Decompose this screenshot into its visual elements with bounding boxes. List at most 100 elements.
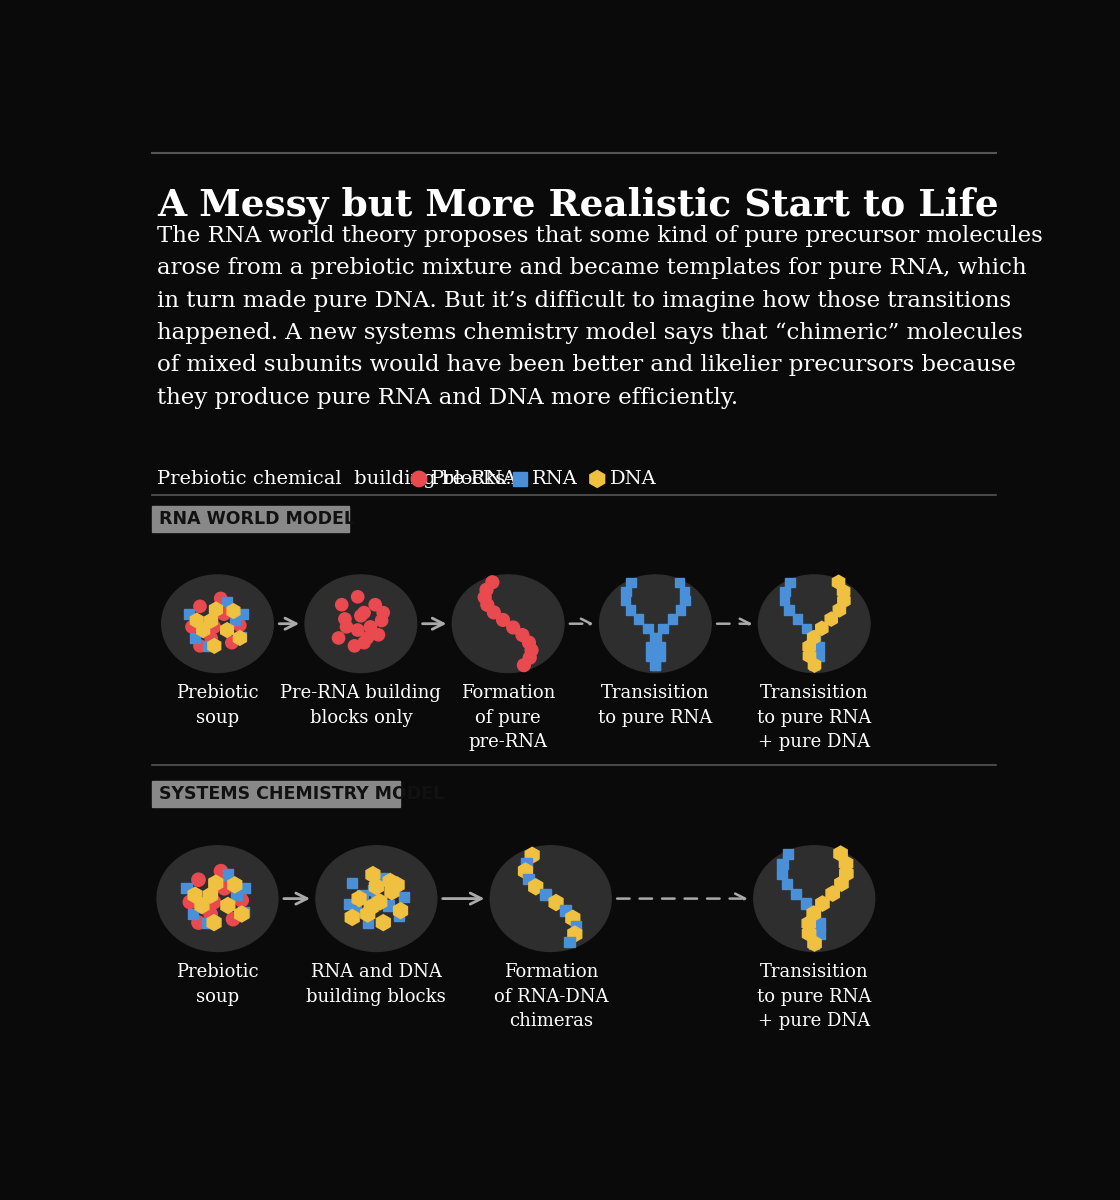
Polygon shape <box>525 847 539 863</box>
Text: Prebiotic
soup: Prebiotic soup <box>176 964 259 1006</box>
FancyBboxPatch shape <box>675 605 685 614</box>
FancyBboxPatch shape <box>383 900 393 911</box>
FancyBboxPatch shape <box>223 596 232 606</box>
Text: SYSTEMS CHEMISTRY MODEL: SYSTEMS CHEMISTRY MODEL <box>159 785 444 803</box>
FancyBboxPatch shape <box>782 878 792 889</box>
FancyBboxPatch shape <box>655 652 665 661</box>
Circle shape <box>352 624 364 636</box>
FancyBboxPatch shape <box>650 632 660 642</box>
Text: they produce pure RNA and DNA more efficiently.: they produce pure RNA and DNA more effic… <box>157 386 738 408</box>
Ellipse shape <box>305 575 417 672</box>
Text: Prebiotic
soup: Prebiotic soup <box>176 684 259 727</box>
FancyBboxPatch shape <box>347 878 357 888</box>
Polygon shape <box>188 887 202 904</box>
Circle shape <box>215 593 227 605</box>
Circle shape <box>348 640 361 652</box>
Circle shape <box>192 916 205 929</box>
Ellipse shape <box>599 575 711 672</box>
FancyBboxPatch shape <box>814 918 825 929</box>
Circle shape <box>198 625 211 637</box>
Text: Prebiotic chemical  building blocks:: Prebiotic chemical building blocks: <box>157 470 512 488</box>
Polygon shape <box>808 630 820 644</box>
Text: Transisition
to pure RNA
+ pure DNA: Transisition to pure RNA + pure DNA <box>757 964 871 1030</box>
Circle shape <box>480 583 493 596</box>
FancyBboxPatch shape <box>668 614 678 624</box>
FancyBboxPatch shape <box>371 895 382 906</box>
Ellipse shape <box>157 846 278 952</box>
FancyBboxPatch shape <box>190 634 200 643</box>
Text: happened. A new systems chemistry model says that “chimeric” molecules: happened. A new systems chemistry model … <box>157 322 1023 344</box>
Polygon shape <box>190 613 203 628</box>
Circle shape <box>234 619 246 631</box>
Polygon shape <box>840 866 853 881</box>
FancyBboxPatch shape <box>793 614 802 624</box>
FancyBboxPatch shape <box>181 883 192 894</box>
FancyBboxPatch shape <box>651 660 661 670</box>
Text: Formation
of pure
pre-RNA: Formation of pure pre-RNA <box>461 684 556 751</box>
Circle shape <box>226 637 237 649</box>
Polygon shape <box>590 470 605 487</box>
Polygon shape <box>815 896 829 911</box>
FancyBboxPatch shape <box>810 660 819 670</box>
FancyBboxPatch shape <box>151 781 400 806</box>
Circle shape <box>486 576 498 589</box>
Circle shape <box>370 599 382 611</box>
Polygon shape <box>803 649 815 662</box>
FancyBboxPatch shape <box>645 642 655 652</box>
FancyBboxPatch shape <box>783 848 793 859</box>
Polygon shape <box>352 890 366 906</box>
Polygon shape <box>208 638 221 653</box>
FancyBboxPatch shape <box>801 899 811 908</box>
FancyBboxPatch shape <box>223 870 233 880</box>
Polygon shape <box>568 926 581 942</box>
FancyBboxPatch shape <box>814 652 824 661</box>
FancyBboxPatch shape <box>784 605 794 614</box>
Circle shape <box>333 632 345 644</box>
Circle shape <box>194 600 206 612</box>
FancyBboxPatch shape <box>540 889 551 900</box>
Polygon shape <box>519 863 532 878</box>
Text: RNA: RNA <box>532 470 578 488</box>
Polygon shape <box>529 878 543 895</box>
Circle shape <box>197 900 211 913</box>
FancyBboxPatch shape <box>232 890 242 900</box>
FancyBboxPatch shape <box>521 858 532 869</box>
Circle shape <box>217 882 231 895</box>
Polygon shape <box>208 875 223 892</box>
Text: Pre-RNA: Pre-RNA <box>431 470 517 488</box>
Circle shape <box>525 643 538 656</box>
Polygon shape <box>802 916 815 931</box>
Circle shape <box>217 608 230 620</box>
Text: RNA WORLD MODEL: RNA WORLD MODEL <box>159 510 355 528</box>
Polygon shape <box>803 640 815 654</box>
FancyBboxPatch shape <box>209 605 220 614</box>
Polygon shape <box>802 926 815 941</box>
Polygon shape <box>383 874 398 889</box>
FancyBboxPatch shape <box>810 632 820 642</box>
Circle shape <box>358 606 371 619</box>
FancyBboxPatch shape <box>367 884 379 895</box>
Polygon shape <box>825 612 838 626</box>
FancyBboxPatch shape <box>151 506 349 532</box>
Text: Pre-RNA building
blocks only: Pre-RNA building blocks only <box>280 684 441 727</box>
FancyBboxPatch shape <box>810 908 820 919</box>
Polygon shape <box>345 910 360 925</box>
Circle shape <box>487 606 501 619</box>
Circle shape <box>523 636 535 649</box>
FancyBboxPatch shape <box>184 610 194 619</box>
Polygon shape <box>393 902 408 918</box>
Polygon shape <box>373 894 386 910</box>
FancyBboxPatch shape <box>188 908 198 919</box>
Polygon shape <box>808 936 821 952</box>
FancyBboxPatch shape <box>634 614 643 624</box>
Circle shape <box>340 620 353 632</box>
Ellipse shape <box>491 846 612 952</box>
Polygon shape <box>376 914 390 930</box>
Polygon shape <box>209 602 222 617</box>
Text: arose from a prebiotic mixture and became templates for pure RNA, which: arose from a prebiotic mixture and becam… <box>157 257 1027 280</box>
FancyBboxPatch shape <box>659 624 668 634</box>
Ellipse shape <box>758 575 870 672</box>
FancyBboxPatch shape <box>386 880 398 890</box>
FancyBboxPatch shape <box>513 472 526 486</box>
Circle shape <box>207 895 221 908</box>
